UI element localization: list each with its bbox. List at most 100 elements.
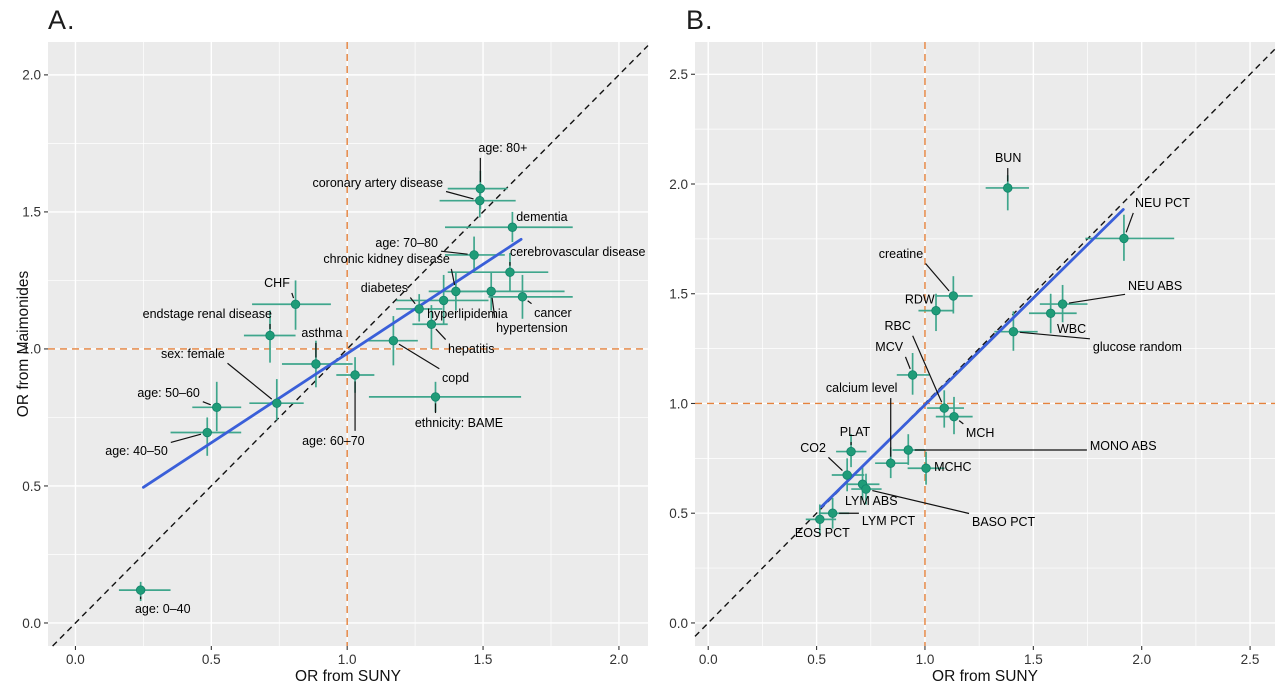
point-label-rbc: RBC: [884, 319, 910, 333]
x-tick-label: 0.0: [66, 652, 85, 667]
x-axis-title-b: OR from SUNY: [932, 668, 1038, 685]
x-axis-title-a: OR from SUNY: [295, 668, 401, 685]
point-label-creatine: creatine: [879, 247, 924, 261]
point-label-cerebrovascular-disease: cerebrovascular disease: [510, 245, 646, 259]
label-leader-baso-pct: [872, 489, 970, 515]
x-tick-label: 1.5: [1024, 652, 1043, 667]
data-point-co2: [842, 470, 852, 480]
x-tick-label: 2.5: [1241, 652, 1260, 667]
data-point-asthma: [311, 359, 321, 369]
data-point-chronic-kidney-disease: [451, 286, 461, 297]
x-tick-label: 2.0: [1132, 652, 1151, 667]
label-leader-diabetes: [409, 297, 416, 305]
data-point-diabetes: [414, 304, 424, 314]
label-leader-hypertension: [491, 297, 496, 319]
label-leader-co2: [828, 456, 843, 472]
label-leader-cancer: [527, 300, 532, 305]
panel-b: EOS PCT LYM PCT LYM ABS BASO PCT CO2 PLAT calc…: [669, 42, 1276, 667]
point-label-lym-pct: LYM PCT: [862, 514, 916, 528]
panel-b-title: B.: [686, 5, 714, 35]
label-leader-hepatitis: [435, 328, 447, 340]
label-leader-rbc: [912, 335, 943, 403]
data-point-neu-abs: [1057, 299, 1068, 309]
label-leader-chronic-kidney-disease: [450, 268, 456, 286]
point-label-coronary-artery-disease: coronary artery disease: [312, 176, 443, 190]
data-point-plat: [846, 446, 856, 457]
data-point-coronary-artery-disease: [475, 195, 485, 206]
data-point-rdw: [931, 305, 941, 316]
data-point-chf: [290, 299, 301, 309]
point-label-neu-abs: NEU ABS: [1128, 279, 1182, 293]
label-leader-copd: [398, 343, 440, 370]
point-label-dementia: dementia: [516, 210, 567, 224]
y-tick-label: 0.5: [22, 479, 41, 494]
y-tick-label: 2.5: [669, 67, 688, 82]
identity-line: [52, 45, 649, 647]
point-label-mcv: MCV: [875, 340, 903, 354]
data-point-age-40-50: [202, 427, 212, 438]
label-leader-age-40-50: [170, 433, 202, 444]
x-tick-label: 1.0: [338, 652, 357, 667]
point-label-mono-abs: MONO ABS: [1090, 439, 1157, 453]
point-label-endstage-renal-disease: endstage renal disease: [143, 307, 272, 321]
data-point-mch: [949, 411, 959, 422]
point-label-glucose-random: glucose random: [1093, 340, 1182, 354]
data-point-hepatitis: [426, 319, 437, 329]
identity-line: [694, 48, 1276, 637]
fit-line: [141, 237, 523, 489]
x-tick-label: 0.5: [202, 652, 221, 667]
point-label-bun: BUN: [995, 151, 1021, 165]
point-label-rdw: RDW: [905, 293, 935, 307]
data-point-ethnicity-bame: [430, 392, 441, 402]
data-point-lym-pct: [827, 508, 838, 518]
point-label-hepatitis: hepatitis: [448, 342, 495, 356]
point-label-chronic-kidney-disease: chronic kidney disease: [323, 252, 450, 266]
data-point-neu-pct: [1119, 233, 1129, 244]
y-tick-label: 1.5: [22, 205, 41, 220]
point-label-plat: PLAT: [840, 425, 871, 439]
point-label-cancer: cancer: [534, 306, 572, 320]
data-point-baso-pct: [861, 484, 871, 494]
point-label-mch: MCH: [966, 426, 994, 440]
data-point-cerebrovascular-disease: [505, 267, 515, 277]
point-label-age-70-80: age: 70–80: [375, 236, 438, 250]
label-leader-mch: [958, 420, 964, 425]
data-point-endstage-renal-disease: [265, 330, 275, 341]
data-point-eos-pct: [815, 514, 825, 525]
label-leader-glucose-random: [1019, 331, 1091, 340]
point-label-hypertension: hypertension: [496, 321, 568, 335]
x-tick-label: 1.0: [916, 652, 935, 667]
y-tick-label: 2.0: [22, 68, 41, 83]
point-label-ethnicity-bame: ethnicity: BAME: [415, 416, 503, 430]
y-tick-label: 1.0: [669, 396, 688, 411]
fit-line: [820, 208, 1125, 509]
y-tick-label: 1.5: [669, 287, 688, 302]
data-point-age-80: [475, 183, 486, 194]
point-label-eos-pct: EOS PCT: [795, 526, 850, 540]
y-tick-label: 1.0: [22, 342, 41, 357]
y-tick-label: 0.5: [669, 506, 688, 521]
panel-background: [48, 42, 648, 646]
label-leader-chf: [291, 292, 295, 299]
point-label-lym-abs: LYM ABS: [845, 494, 898, 508]
data-point-hypertension: [486, 286, 496, 297]
point-label-age-60-70: age: 60–70: [302, 434, 365, 448]
data-point-age-60-70: [350, 370, 360, 380]
panel-a-title: A.: [48, 5, 76, 35]
data-point-sex-female: [272, 398, 282, 408]
label-leader-age-70-80: [440, 250, 468, 255]
point-label-neu-pct: NEU PCT: [1135, 196, 1190, 210]
point-label-copd: copd: [442, 371, 469, 385]
data-point-creatine: [948, 291, 959, 301]
point-label-age-40-50: age: 40–50: [105, 444, 168, 458]
label-leader-age-50-60: [202, 401, 211, 406]
data-point-age-50-60: [212, 402, 222, 413]
y-tick-label: 0.0: [669, 616, 688, 631]
point-label-hyperlipidemia: hyperlipidemia: [427, 307, 508, 321]
label-leader-sex-female: [227, 362, 273, 400]
x-tick-label: 2.0: [610, 652, 629, 667]
point-label-age-50-60: age: 50–60: [137, 386, 200, 400]
y-tick-label: 2.0: [669, 177, 688, 192]
